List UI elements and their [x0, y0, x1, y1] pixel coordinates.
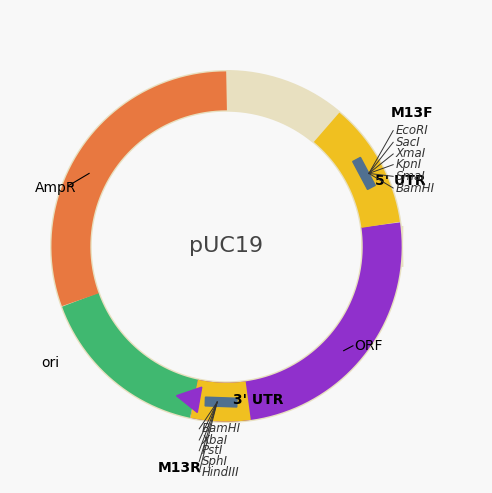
Polygon shape	[66, 273, 91, 299]
Text: KpnI: KpnI	[396, 158, 422, 171]
Text: SacI: SacI	[396, 136, 420, 149]
Text: XbaI: XbaI	[202, 433, 228, 447]
Text: ORF: ORF	[354, 339, 383, 353]
Text: SmaI: SmaI	[396, 170, 426, 183]
Text: PstI: PstI	[202, 444, 223, 457]
Text: pUC19: pUC19	[189, 237, 264, 256]
Polygon shape	[177, 387, 202, 413]
Text: 5' UTR: 5' UTR	[375, 174, 426, 188]
Polygon shape	[353, 157, 375, 189]
Text: M13R: M13R	[158, 461, 202, 475]
Text: M13F: M13F	[391, 106, 433, 120]
Text: HindIII: HindIII	[202, 465, 239, 479]
Text: EcoRI: EcoRI	[396, 124, 429, 137]
Polygon shape	[205, 397, 237, 407]
Text: SphI: SphI	[202, 455, 228, 468]
Text: XmaI: XmaI	[396, 147, 426, 160]
Text: 3' UTR: 3' UTR	[233, 392, 284, 407]
Text: ori: ori	[42, 356, 60, 370]
Text: BamHI: BamHI	[202, 423, 241, 435]
Text: AmpR: AmpR	[34, 181, 76, 195]
Text: BamHI: BamHI	[396, 181, 435, 195]
